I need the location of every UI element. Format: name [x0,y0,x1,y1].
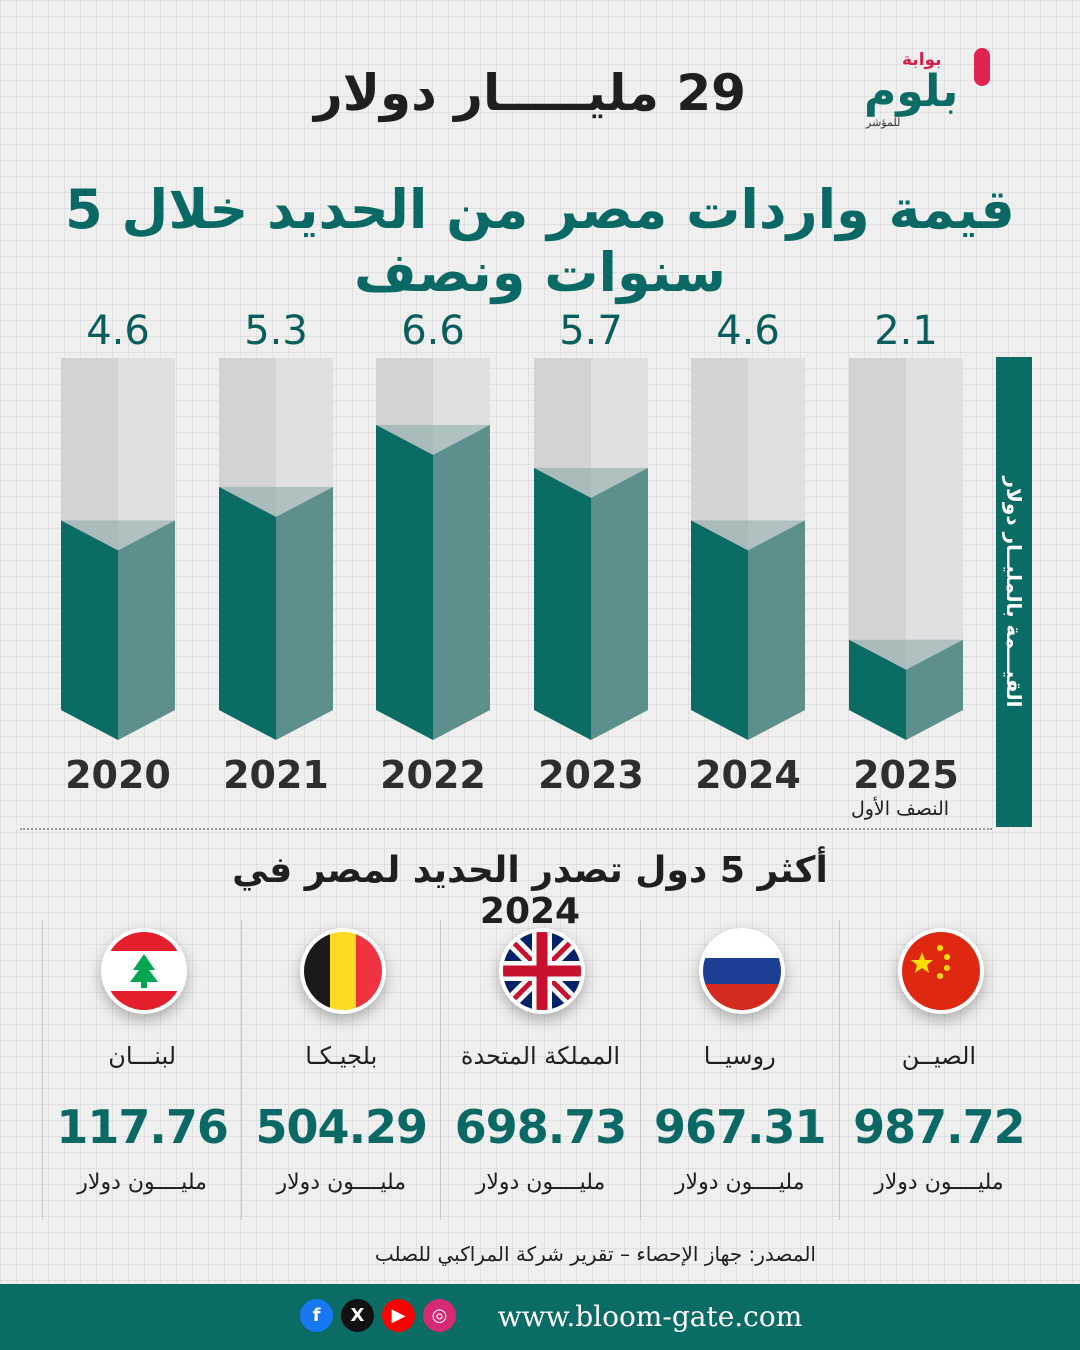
bar-2025-front [849,639,906,740]
bar-chart: 4.6 2020 5.3 2021 6.6 2022 5.7 2023 4.6 2024 2.1 20… [61,308,963,797]
country-unit: مليــــون دولار [475,1170,606,1195]
social-links: f X ▶ ◎ [300,1299,456,1332]
category-label-2020: 2020 [65,753,171,797]
russia-flag-icon [702,932,781,1010]
section-divider [20,828,992,830]
bar-2021-cap [219,486,333,517]
headline: 29 مليـــــار دولار [314,64,747,122]
country-name: لبنـــان [108,1042,177,1070]
bar-2021-side [276,486,333,740]
belgium-flag-icon [304,932,383,1010]
footer-bar [0,1284,1080,1350]
brand-tagline: للمؤشر [866,116,901,129]
category-label-2023: 2023 [538,753,644,797]
bar-2020-cap [61,520,175,551]
category-label-2024: 2024 [695,753,801,797]
value-label-2020: 4.6 [86,308,150,354]
countries-title: أكثر 5 دول تصدر الحديد لمصر في 2024 [232,850,828,932]
country-card-lebanon: لبنـــان 117.76 مليــــون دولار [42,920,241,1220]
page-title: قيمة واردات مصر من الحديد خلال 5 سنوات و… [65,178,1016,304]
country-unit: مليــــون دولار [874,1170,1004,1195]
brand-name: بلوم [864,66,959,117]
country-unit: مليــــون دولار [77,1170,207,1195]
country-card-uk: المملكة المتحدة 698.73 مليــــون دولار [440,920,639,1220]
china-flag-icon [901,932,980,1010]
website-link[interactable]: www.bloom-gate.com [497,1300,803,1333]
y-axis-band: القيـــمة بالمليــار دولار [996,357,1032,827]
value-label-2021: 5.3 [244,308,308,354]
country-name: بلجيـكـا [305,1042,378,1070]
value-label-2025: 2.1 [874,308,938,354]
country-name: المملكة المتحدة [460,1042,621,1070]
country-value: 117.76 [56,1100,229,1154]
category-label-2025: 2025 [853,753,959,797]
value-label-2023: 5.7 [559,308,623,354]
brand-top-text: بوابة [902,50,942,70]
x-icon[interactable]: X [341,1299,374,1332]
country-unit: مليــــون دولار [674,1170,805,1195]
country-card-belgium: بلجيـكـا 504.29 مليــــون دولار [241,920,440,1220]
country-value: 504.29 [255,1100,429,1154]
country-unit: مليــــون دولار [276,1170,407,1195]
category-label-2021: 2021 [223,753,329,797]
bar-2023-cap [534,467,648,498]
country-name: الصيــن [901,1042,977,1070]
microphone-icon [974,48,990,86]
bar-2020-front [61,520,118,740]
value-label-2022: 6.6 [401,308,465,354]
uk-flag-icon [503,932,582,1010]
bar-2024-side [748,520,805,740]
country-value: 967.31 [653,1100,827,1154]
bar-2025-side [906,639,963,740]
country-card-russia: روسيــا 967.31 مليــــون دولار [639,920,839,1220]
bar-2021-front [219,486,276,740]
y-axis-label: القيـــمة بالمليــار دولار [1002,476,1026,708]
bar-2023-side [591,467,648,740]
category-note: النصف الأول [850,798,950,820]
country-name: روسيــا [703,1042,776,1070]
country-card-china: الصيــن 987.72 مليــــون دولار [838,920,1038,1220]
bar-2022-side [433,424,490,740]
youtube-icon[interactable]: ▶ [382,1299,415,1332]
bar-2023-front [534,467,591,740]
lebanon-flag-icon [105,932,183,1010]
bar-2022-front [376,424,433,740]
value-label-2024: 4.6 [716,308,780,354]
bar-2020-side [118,520,175,740]
country-value: 987.72 [853,1100,1026,1154]
instagram-icon[interactable]: ◎ [423,1299,456,1332]
category-label-2022: 2022 [380,753,486,797]
bar-2024-front [691,520,748,740]
bar-2022-cap [376,424,490,455]
countries-list: لبنـــان 117.76 مليــــون دولار بلجيـكـا… [42,920,1038,1220]
country-value: 698.73 [454,1100,628,1154]
bar-2025-cap [849,639,963,670]
bar-2024-cap [691,520,805,551]
brand-logo: بوابة بلوم للمؤشر [862,44,992,134]
source-note: المصدر: جهاز الإحصاء – تقرير شركة المراك… [374,1242,816,1266]
facebook-icon[interactable]: f [300,1299,333,1332]
